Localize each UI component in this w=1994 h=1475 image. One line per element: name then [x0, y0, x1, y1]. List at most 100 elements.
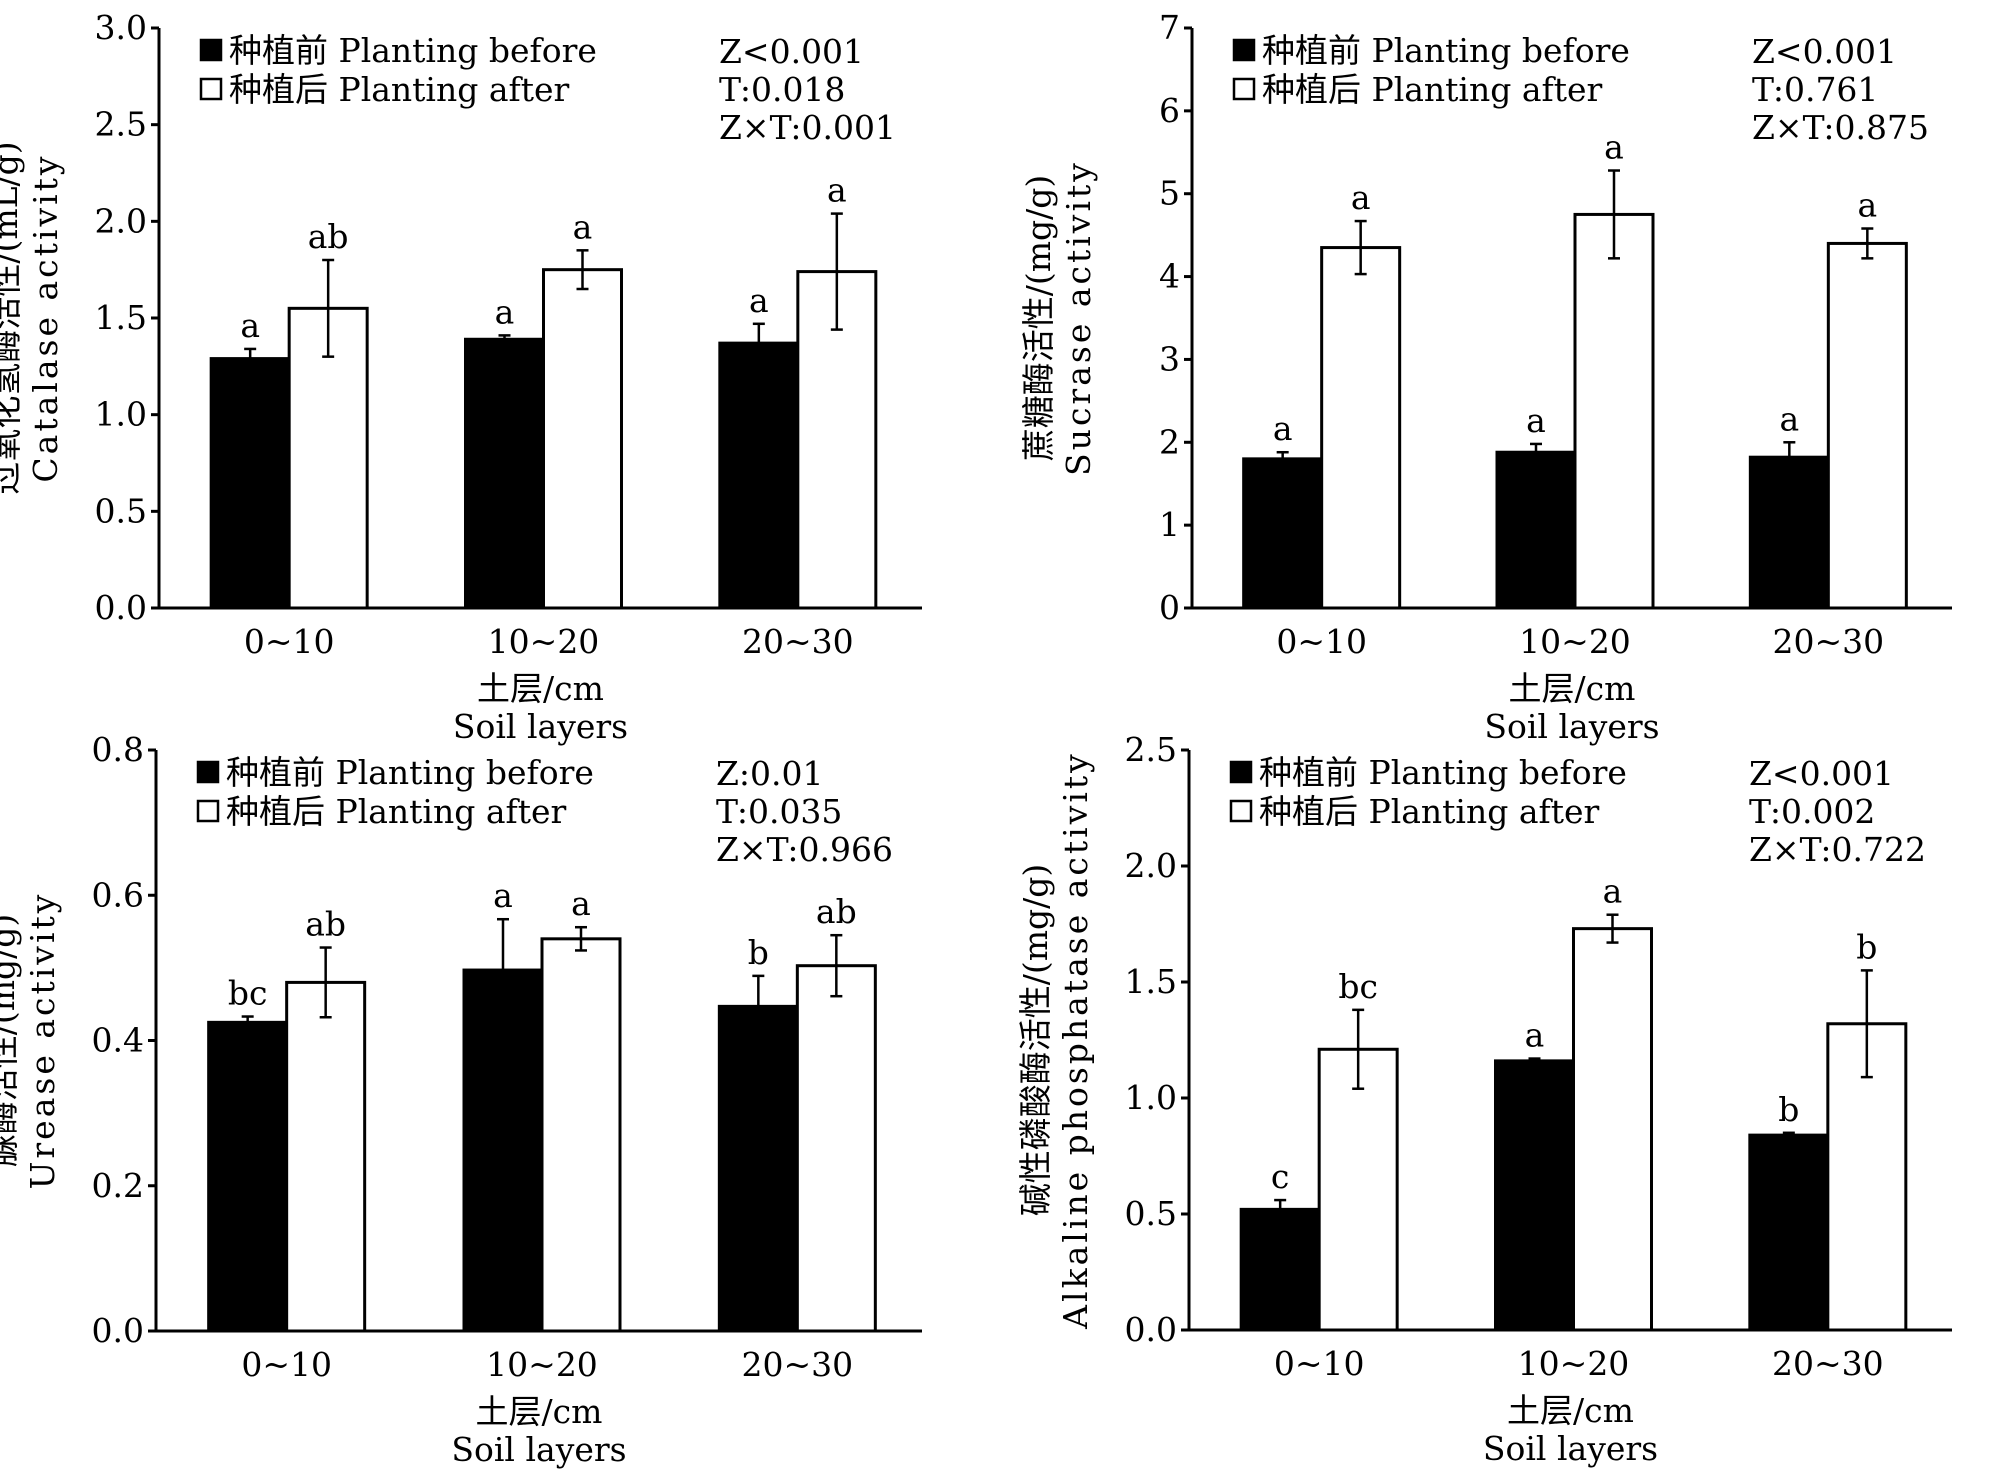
significance-letter: a — [1273, 409, 1293, 448]
y-axis-title-cn: 碱性磷酸酶活性/(mg/g) — [1016, 864, 1055, 1217]
significance-letter: ab — [816, 892, 857, 931]
y-tick-label: 1 — [1159, 505, 1180, 544]
legend-label: 种植前 Planting before — [1259, 753, 1627, 792]
y-axis-title: Urease activity — [23, 892, 62, 1190]
significance-letter: a — [1857, 186, 1877, 225]
bar-after — [1826, 241, 1908, 610]
chart-panel-1: a ab 0~10 a a 10~20 a a 20~30 0.0 0.5 1.0 1.5 2.0 2.5 3… — [0, 8, 922, 746]
significance-letter: a — [1603, 872, 1623, 911]
x-axis-title-cn: 土层/cm — [1507, 1391, 1634, 1430]
x-axis-title-cn: 土层/cm — [1509, 669, 1636, 708]
significance-letter: a — [1351, 178, 1371, 217]
bar-after — [1320, 246, 1402, 610]
significance-letter: a — [240, 306, 260, 345]
x-tick-label: 0~10 — [241, 1345, 332, 1384]
stats-annotation: Z<0.001 — [719, 32, 864, 71]
stats-annotation: T:0.761 — [1752, 70, 1878, 109]
bar-after — [287, 306, 369, 610]
legend-label: 种植后 Planting after — [229, 70, 570, 109]
x-tick-label: 0~10 — [244, 622, 335, 661]
legend-swatch-after — [199, 77, 223, 101]
x-axis-title-cn: 土层/cm — [476, 1392, 603, 1431]
legend-swatch-after — [1229, 799, 1253, 823]
x-tick-label: 20~30 — [1772, 1344, 1884, 1383]
y-tick-label: 0.6 — [92, 875, 144, 914]
y-tick-label: 2 — [1159, 422, 1180, 461]
bar-before — [1239, 1207, 1321, 1332]
x-axis-title: Soil layers — [453, 707, 628, 746]
significance-letter: a — [493, 876, 513, 915]
stats-annotation: Z<0.001 — [1752, 32, 1897, 71]
y-tick-label: 1.0 — [95, 395, 147, 434]
significance-letter: bc — [1338, 967, 1378, 1006]
bar-after — [1572, 927, 1653, 1332]
y-axis-title-cn: 蔗糖酶活性/(mg/g) — [1019, 175, 1058, 462]
legend-label: 种植后 Planting after — [1262, 70, 1603, 109]
legend-label: 种植后 Planting after — [1259, 792, 1600, 831]
significance-letter: a — [1526, 401, 1546, 440]
legend-label: 种植前 Planting before — [226, 753, 594, 792]
bar-before — [462, 968, 544, 1333]
y-tick-label: 6 — [1159, 91, 1180, 130]
y-tick-label: 2.0 — [95, 201, 147, 240]
y-axis-title: Catalase activity — [26, 153, 65, 482]
significance-letter: c — [1271, 1157, 1289, 1196]
significance-letter: b — [1856, 927, 1877, 966]
y-tick-label: 4 — [1159, 257, 1180, 296]
significance-letter: a — [495, 292, 515, 331]
y-tick-label: 2.5 — [95, 105, 147, 144]
x-tick-label: 10~20 — [488, 622, 600, 661]
significance-letter: ab — [308, 217, 349, 256]
x-tick-label: 10~20 — [1519, 622, 1631, 661]
legend-swatch-after — [196, 799, 220, 823]
stats-annotation: Z:0.01 — [716, 754, 824, 793]
bar-before — [1748, 1133, 1830, 1332]
stats-annotation: T:0.018 — [719, 70, 845, 109]
stats-annotation: T:0.035 — [716, 792, 842, 831]
significance-letter: a — [827, 171, 847, 210]
significance-letter: a — [1779, 399, 1799, 438]
y-tick-label: 0.8 — [92, 730, 144, 769]
significance-letter: a — [1525, 1016, 1545, 1055]
bar-after — [285, 980, 367, 1333]
significance-letter: bc — [228, 974, 268, 1013]
bar-before — [207, 1020, 289, 1333]
bar-after — [795, 964, 877, 1333]
y-axis-title-cn: 过氧化氢酶活性/(mL/g) — [0, 141, 25, 494]
x-tick-label: 0~10 — [1274, 1344, 1365, 1383]
y-tick-label: 0.4 — [92, 1021, 144, 1060]
y-tick-label: 5 — [1159, 174, 1180, 213]
y-tick-label: 7 — [1159, 8, 1180, 47]
bar-before — [718, 341, 800, 610]
y-axis-title-cn: 脲酶活性/(mg/g) — [0, 914, 22, 1168]
y-tick-label: 2.0 — [1125, 846, 1177, 885]
stats-annotation: T:0.002 — [1749, 792, 1875, 831]
legend-swatch-before — [1232, 38, 1256, 62]
significance-letter: a — [573, 207, 593, 246]
x-tick-label: 0~10 — [1276, 622, 1367, 661]
legend-label: 种植后 Planting after — [226, 792, 567, 831]
y-tick-label: 3.0 — [95, 8, 147, 47]
significance-letter: a — [749, 281, 769, 320]
y-tick-label: 1.5 — [1125, 962, 1177, 1001]
x-axis-title: Soil layers — [1483, 1429, 1658, 1468]
bar-before — [1242, 457, 1324, 610]
y-axis-title: Alkaline phosphatase activity — [1056, 751, 1095, 1330]
bar-before — [464, 337, 545, 610]
legend-swatch-before — [1229, 760, 1253, 784]
y-tick-label: 0.0 — [92, 1311, 144, 1350]
stats-annotation: Z<0.001 — [1749, 754, 1894, 793]
y-tick-label: 1.0 — [1125, 1078, 1177, 1117]
legend-swatch-after — [1232, 77, 1256, 101]
chart-panel-4: c bc 0~10 a a 10~20 b b 20~30 0.0 0.5 1.0 1.5 2.0 2.5 土… — [1016, 730, 1952, 1468]
stats-annotation: Z×T:0.966 — [716, 830, 893, 869]
bar-after — [1573, 212, 1655, 610]
bar-before — [209, 357, 291, 610]
significance-letter: ab — [305, 905, 346, 944]
x-tick-label: 10~20 — [1518, 1344, 1630, 1383]
y-tick-label: 0.2 — [92, 1166, 144, 1205]
y-tick-label: 0.5 — [95, 491, 147, 530]
